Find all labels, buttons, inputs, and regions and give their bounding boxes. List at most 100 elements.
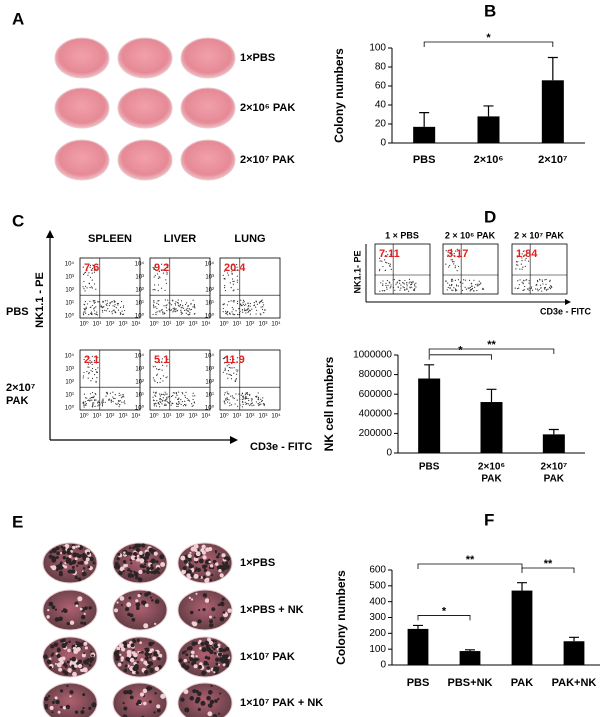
flow-dot bbox=[175, 403, 178, 405]
flow-dot bbox=[98, 301, 100, 303]
flow-dot bbox=[83, 393, 86, 395]
flow-dot bbox=[93, 402, 95, 404]
lung-spot bbox=[215, 657, 220, 662]
flow-dot bbox=[112, 391, 114, 393]
axis-tick: 10⁴ bbox=[201, 321, 211, 328]
lung-spot bbox=[132, 638, 136, 642]
flow-dot bbox=[238, 393, 240, 395]
flow-dot bbox=[82, 273, 85, 276]
lung-spot bbox=[156, 567, 160, 571]
y-tick-label: 40 bbox=[375, 100, 387, 111]
lung-spot bbox=[201, 647, 207, 653]
flow-dot bbox=[406, 283, 408, 285]
flow-dot bbox=[527, 288, 529, 290]
flow-dot bbox=[187, 399, 189, 402]
row-label: 1×PBS bbox=[240, 52, 275, 64]
lung-spot bbox=[78, 659, 83, 664]
flow-dot bbox=[251, 400, 253, 402]
flow-dot bbox=[262, 304, 265, 306]
flow-dot bbox=[517, 264, 519, 266]
flow-dot bbox=[84, 404, 86, 406]
flow-dot bbox=[223, 400, 225, 402]
lung-spot bbox=[83, 659, 89, 665]
flow-dot bbox=[180, 307, 182, 309]
flow-dot bbox=[380, 282, 382, 284]
lung-spot bbox=[48, 665, 52, 670]
lung-spot bbox=[141, 600, 147, 606]
flow-dot bbox=[470, 289, 472, 291]
bar bbox=[511, 590, 533, 665]
flow-dot bbox=[82, 402, 84, 405]
flow-dot bbox=[160, 398, 162, 401]
lung-spot bbox=[81, 668, 85, 672]
flow-dot bbox=[83, 288, 85, 290]
flow-dot bbox=[175, 393, 178, 395]
flow-dot bbox=[226, 391, 228, 393]
flow-dot bbox=[112, 305, 114, 307]
flow-dot bbox=[240, 299, 242, 301]
lung-spot bbox=[72, 671, 77, 677]
flow-dot bbox=[115, 307, 117, 309]
lung-spot bbox=[61, 643, 67, 649]
flow-dot bbox=[541, 279, 543, 281]
flow-dot bbox=[91, 279, 93, 281]
flow-dot bbox=[92, 396, 95, 398]
lung-spot bbox=[187, 557, 192, 562]
flow-dot bbox=[163, 404, 165, 406]
lung-spot bbox=[48, 554, 53, 559]
flow-dot bbox=[178, 305, 180, 308]
flow-dot bbox=[402, 282, 404, 284]
flow-dot bbox=[157, 284, 160, 286]
flow-dot bbox=[84, 309, 86, 311]
flow-dot bbox=[478, 280, 480, 282]
lung-spot bbox=[198, 576, 201, 579]
flow-dot bbox=[84, 290, 86, 292]
flow-dot bbox=[223, 401, 226, 403]
flow-dot bbox=[528, 280, 530, 282]
flow-dot bbox=[514, 287, 516, 289]
flow-dot bbox=[84, 311, 86, 313]
flow-dot bbox=[152, 399, 155, 401]
flow-dot bbox=[453, 263, 455, 265]
flow-dot bbox=[233, 301, 235, 303]
flow-dot bbox=[111, 311, 113, 313]
lung-spot bbox=[204, 598, 210, 603]
flow-dot bbox=[124, 403, 126, 405]
flow-dot bbox=[536, 284, 538, 286]
lung-spot bbox=[151, 599, 154, 602]
flow-dot bbox=[165, 404, 167, 406]
lung-spot bbox=[69, 690, 74, 695]
axis-tick: 10⁴ bbox=[271, 321, 281, 328]
flow-dot bbox=[166, 376, 168, 378]
lung-spot bbox=[211, 646, 214, 649]
flow-dot bbox=[172, 311, 174, 313]
flow-dot bbox=[122, 306, 125, 308]
flow-dot bbox=[93, 360, 96, 362]
flow-dot bbox=[255, 306, 257, 308]
flow-dot bbox=[243, 396, 245, 398]
flow-dot bbox=[116, 403, 118, 406]
flow-dot bbox=[160, 401, 162, 403]
row-label: 2×10⁷ PAK bbox=[240, 154, 295, 166]
y-axis-label: Colony numbers bbox=[334, 570, 348, 665]
y-tick-label: 200000 bbox=[359, 428, 393, 439]
flow-dot bbox=[230, 300, 232, 302]
lung-spot bbox=[195, 699, 199, 704]
lung-spot bbox=[77, 663, 83, 669]
flow-dot bbox=[255, 396, 257, 398]
flow-dot bbox=[400, 287, 402, 289]
flow-dot bbox=[224, 357, 226, 359]
lung-spot bbox=[54, 662, 57, 665]
lung-spot bbox=[190, 650, 195, 655]
flow-dot bbox=[106, 300, 108, 302]
flow-dot bbox=[224, 290, 227, 292]
lung-spot bbox=[150, 641, 154, 646]
flow-dot bbox=[162, 393, 164, 396]
lung-spot bbox=[143, 623, 149, 629]
flow-dot bbox=[103, 306, 105, 308]
lung-spot bbox=[198, 558, 204, 564]
flow-dot bbox=[116, 302, 119, 305]
flow-dot bbox=[546, 289, 548, 291]
flow-dot bbox=[530, 286, 533, 288]
lung-spot bbox=[62, 555, 67, 560]
